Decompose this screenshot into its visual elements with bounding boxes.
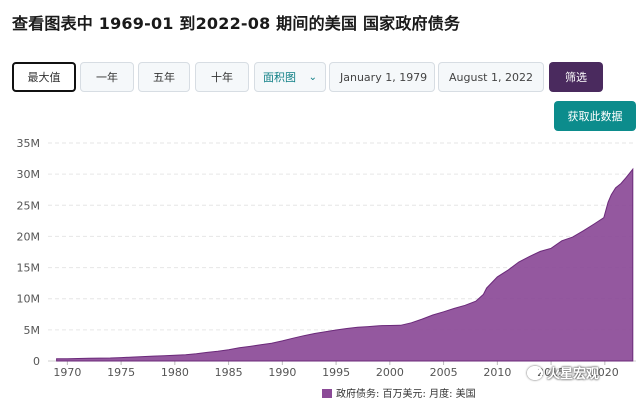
x-tick-label: 2005 bbox=[430, 366, 458, 379]
watermark-text: 火星宏观 bbox=[547, 367, 600, 382]
y-tick-label: 0 bbox=[33, 355, 40, 368]
grid-lines bbox=[48, 142, 636, 362]
chevron-down-icon: ⌄ bbox=[308, 71, 317, 83]
x-tick-label: 1970 bbox=[53, 366, 81, 379]
x-tick-label: 1995 bbox=[322, 366, 350, 379]
start-date-value: January 1, 1979 bbox=[340, 70, 428, 84]
range-5y-button[interactable]: 五年 bbox=[138, 62, 190, 92]
fetch-data-label: 获取此数据 bbox=[567, 110, 623, 123]
range-1y-label: 一年 bbox=[96, 71, 118, 84]
range-1y-button[interactable]: 一年 bbox=[80, 62, 134, 92]
legend: 政府债务: 百万美元: 月度: 美国 bbox=[322, 387, 476, 400]
legend-label: 政府债务: 百万美元: 月度: 美国 bbox=[336, 387, 476, 400]
range-max-label: 最大值 bbox=[27, 71, 61, 84]
fetch-data-button[interactable]: 获取此数据 bbox=[554, 101, 636, 131]
x-tick-label: 1980 bbox=[161, 366, 189, 379]
legend-swatch bbox=[322, 389, 332, 398]
y-tick-label: 15M bbox=[17, 262, 41, 275]
x-tick-label: 1990 bbox=[268, 366, 296, 379]
end-date-value: August 1, 2022 bbox=[449, 70, 533, 84]
range-10y-label: 十年 bbox=[211, 71, 233, 84]
x-tick-label: 1985 bbox=[215, 366, 243, 379]
debt-area-series bbox=[56, 167, 634, 362]
x-tick-label: 2000 bbox=[376, 366, 404, 379]
y-tick-label: 30M bbox=[17, 168, 41, 181]
range-5y-label: 五年 bbox=[153, 71, 175, 84]
y-tick-label: 35M bbox=[17, 137, 41, 150]
y-tick-label: 10M bbox=[17, 293, 41, 306]
filter-button[interactable]: 筛选 bbox=[549, 62, 603, 92]
filter-label: 筛选 bbox=[565, 71, 587, 84]
chart-type-label: 面积图 bbox=[263, 71, 296, 84]
y-axis-ticks: 0 5M 10M 15M 20M 25M 30M 35M bbox=[17, 137, 41, 368]
x-tick-label: 2010 bbox=[483, 366, 511, 379]
start-date-field[interactable]: January 1, 1979 bbox=[329, 62, 435, 92]
y-tick-label: 20M bbox=[17, 230, 41, 243]
end-date-field[interactable]: August 1, 2022 bbox=[438, 62, 544, 92]
range-max-button[interactable]: 最大值 bbox=[12, 62, 76, 92]
y-tick-label: 25M bbox=[17, 199, 41, 212]
chat-bubble-icon bbox=[527, 365, 543, 380]
chart-type-select[interactable]: 面积图 ⌄ bbox=[254, 62, 326, 92]
watermark: 火星宏观 bbox=[527, 363, 599, 382]
range-10y-button[interactable]: 十年 bbox=[195, 62, 249, 92]
y-tick-label: 5M bbox=[24, 324, 41, 337]
page-title: 查看图表中 1969-01 到2022-08 期间的美国 国家政府债务 bbox=[12, 14, 461, 33]
x-tick-label: 1975 bbox=[107, 366, 135, 379]
